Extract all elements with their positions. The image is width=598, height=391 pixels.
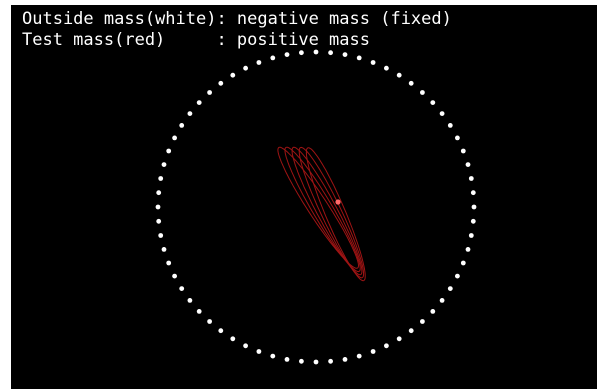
outside-mass: [328, 50, 333, 56]
outside-mass: [460, 260, 466, 266]
outside-mass: [166, 148, 172, 154]
outside-mass: [313, 49, 319, 55]
outside-mass: [455, 135, 460, 141]
outside-mass: [430, 100, 436, 105]
outside-mass: [270, 353, 276, 359]
outside-mass-ring: [155, 49, 477, 365]
outside-mass: [161, 162, 167, 168]
outside-mass: [420, 90, 425, 95]
outside-mass: [439, 298, 445, 303]
outside-mass: [408, 328, 414, 334]
outside-mass: [284, 357, 290, 362]
test-mass-trajectory: [277, 146, 366, 282]
outside-mass: [270, 55, 276, 61]
outside-mass: [207, 319, 213, 324]
outside-mass: [230, 336, 236, 342]
outside-mass: [420, 319, 425, 324]
legend-outside-mass: Outside mass(white): negative mass (fixe…: [22, 9, 452, 29]
outside-mass: [243, 343, 249, 349]
trajectory-loop: [298, 146, 365, 279]
trajectory-loop: [277, 146, 360, 269]
outside-mass: [356, 353, 362, 359]
outside-mass: [313, 359, 319, 365]
outside-mass: [156, 190, 162, 196]
trajectory-loop: [291, 146, 363, 276]
outside-mass: [396, 72, 402, 78]
outside-mass: [299, 358, 304, 364]
outside-mass: [207, 90, 213, 95]
outside-mass: [447, 286, 453, 291]
outside-mass: [468, 176, 474, 181]
outside-mass: [158, 233, 164, 238]
outside-mass: [243, 65, 249, 71]
outside-mass: [284, 52, 290, 57]
outside-mass: [187, 111, 193, 116]
outside-mass: [156, 218, 162, 224]
outside-mass: [465, 162, 471, 168]
outside-mass: [161, 247, 167, 252]
outside-mass: [470, 218, 476, 224]
outside-mass: [342, 357, 348, 362]
outside-mass: [460, 148, 466, 154]
outside-mass: [196, 100, 202, 105]
outside-mass: [172, 273, 178, 279]
outside-mass: [370, 349, 376, 354]
outside-mass: [447, 123, 453, 128]
outside-mass: [470, 190, 476, 196]
outside-mass: [172, 135, 178, 141]
trajectory-loop: [284, 146, 361, 273]
outside-mass: [430, 309, 436, 314]
outside-mass: [166, 260, 172, 266]
outside-mass: [179, 286, 185, 291]
outside-mass: [370, 60, 376, 65]
outside-mass: [218, 80, 224, 86]
outside-mass: [455, 273, 460, 279]
outside-mass: [384, 343, 389, 349]
outside-mass: [196, 309, 202, 314]
outside-mass: [439, 111, 445, 116]
outside-mass: [471, 204, 477, 210]
test-mass: [335, 199, 341, 205]
outside-mass: [218, 328, 224, 334]
outside-mass: [256, 60, 262, 65]
outside-mass: [356, 55, 362, 61]
outside-mass: [158, 176, 164, 181]
simulation-plot: [155, 49, 477, 365]
outside-mass: [299, 50, 304, 56]
outside-mass: [342, 52, 348, 57]
outside-mass: [468, 233, 474, 238]
outside-mass: [230, 72, 236, 78]
simulation-canvas: Outside mass(white): negative mass (fixe…: [11, 5, 597, 389]
outside-mass: [179, 123, 185, 128]
outside-mass: [187, 298, 193, 303]
outside-mass: [465, 247, 471, 252]
outside-mass: [256, 349, 262, 354]
outside-mass: [328, 358, 333, 364]
outside-mass: [384, 65, 389, 71]
outside-mass: [155, 204, 161, 210]
outside-mass: [396, 336, 402, 342]
legend-test-mass: Test mass(red) : positive mass: [22, 30, 370, 50]
trajectory-loop: [305, 147, 366, 282]
outside-mass: [408, 80, 414, 86]
